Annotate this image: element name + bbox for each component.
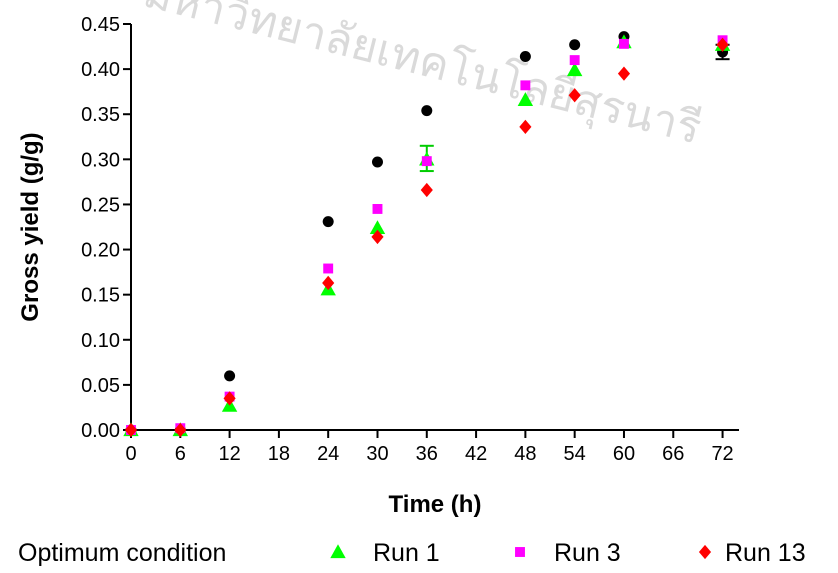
x-tick-label: 6 <box>175 443 186 465</box>
series-run-13 <box>124 37 729 438</box>
x-tick-label: 66 <box>662 443 684 465</box>
data-point-circle <box>519 50 531 62</box>
data-point-diamond <box>371 229 384 245</box>
y-axis-title: Gross yield (g/g) <box>17 132 44 321</box>
y-tick-label: 0.30 <box>81 149 120 171</box>
data-point-diamond <box>223 391 236 406</box>
data-point-square <box>520 80 531 91</box>
y-tick-label: 0.20 <box>81 240 120 262</box>
legend-item[interactable]: Run 3 <box>515 539 621 567</box>
x-axis-ticks: 0 6 12 18 24 30 36 42 48 54 60 66 72 <box>125 430 734 465</box>
x-tick-label: 54 <box>564 443 586 465</box>
legend-item[interactable]: Optimum condition <box>18 539 226 567</box>
legend-label: Run 13 <box>725 539 806 567</box>
legend-label: Run 1 <box>373 539 440 567</box>
x-tick-label: 42 <box>465 443 487 465</box>
data-point-square <box>619 38 629 49</box>
data-point-diamond <box>519 119 532 135</box>
x-tick-label: 12 <box>218 443 240 465</box>
data-markers <box>123 31 731 438</box>
y-tick-label: 0.00 <box>81 420 120 442</box>
x-tick-label: 60 <box>613 443 635 465</box>
x-tick-label: 24 <box>317 443 339 465</box>
data-point-circle <box>569 39 581 51</box>
data-point-diamond <box>124 422 138 438</box>
watermark: มหาวิทยาลัยเทคโนโลยีสุรนารี <box>138 0 706 155</box>
legend-marker-triangle <box>330 544 346 559</box>
y-tick-label: 0.05 <box>81 375 120 397</box>
legend-item[interactable]: Run 1 <box>330 539 440 567</box>
legend-marker-diamond <box>698 544 712 560</box>
legend-label: Run 3 <box>554 539 621 567</box>
y-tick-label: 0.40 <box>81 59 120 81</box>
x-tick-label: 48 <box>514 443 536 465</box>
x-axis-title: Time (h) <box>389 491 482 518</box>
data-point-diamond <box>420 182 433 198</box>
y-tick-label: 0.45 <box>81 14 120 36</box>
y-tick-label: 0.25 <box>81 194 120 216</box>
data-point-square <box>323 263 334 274</box>
svg-text:มหาวิทยาลัยเทคโนโลยีสุรนารี: มหาวิทยาลัยเทคโนโลยีสุรนารี <box>138 0 706 155</box>
data-point-diamond <box>716 37 729 52</box>
data-point-triangle <box>369 220 386 235</box>
x-tick-label: 36 <box>416 443 438 465</box>
data-point-circle <box>224 370 236 382</box>
data-point-diamond <box>174 422 187 438</box>
legend-item[interactable]: Run 13 <box>698 539 806 567</box>
data-point-diamond <box>617 66 631 81</box>
y-tick-label: 0.10 <box>81 330 120 352</box>
legend[interactable]: Optimum condition Run 1 Run 3 Run 13 <box>18 539 806 567</box>
data-point-square <box>372 204 383 214</box>
data-point-square <box>569 55 580 66</box>
x-tick-label: 18 <box>268 443 290 465</box>
y-axis-ticks: 0.00 0.05 0.10 0.15 0.20 0.25 0.30 0.35 0.40 0.45 <box>81 14 131 442</box>
data-point-circle <box>322 216 334 228</box>
data-point-circle <box>371 156 383 168</box>
data-point-triangle <box>517 92 534 106</box>
data-point-circle <box>421 105 433 117</box>
data-point-diamond <box>568 88 581 103</box>
y-tick-label: 0.15 <box>81 285 120 307</box>
x-tick-label: 72 <box>711 443 733 465</box>
data-point-square <box>421 156 432 167</box>
y-tick-label: 0.35 <box>81 104 120 126</box>
data-point-diamond <box>322 275 335 291</box>
data-point-triangle <box>566 62 583 77</box>
legend-marker-square <box>515 547 525 557</box>
legend-label: Optimum condition <box>18 539 226 567</box>
plot-area: 0 6 12 18 24 30 36 42 48 54 60 66 72 0.00 0.05 0.10 0.1… <box>81 14 739 465</box>
x-tick-label: 30 <box>366 443 388 465</box>
x-tick-label: 0 <box>125 443 136 465</box>
